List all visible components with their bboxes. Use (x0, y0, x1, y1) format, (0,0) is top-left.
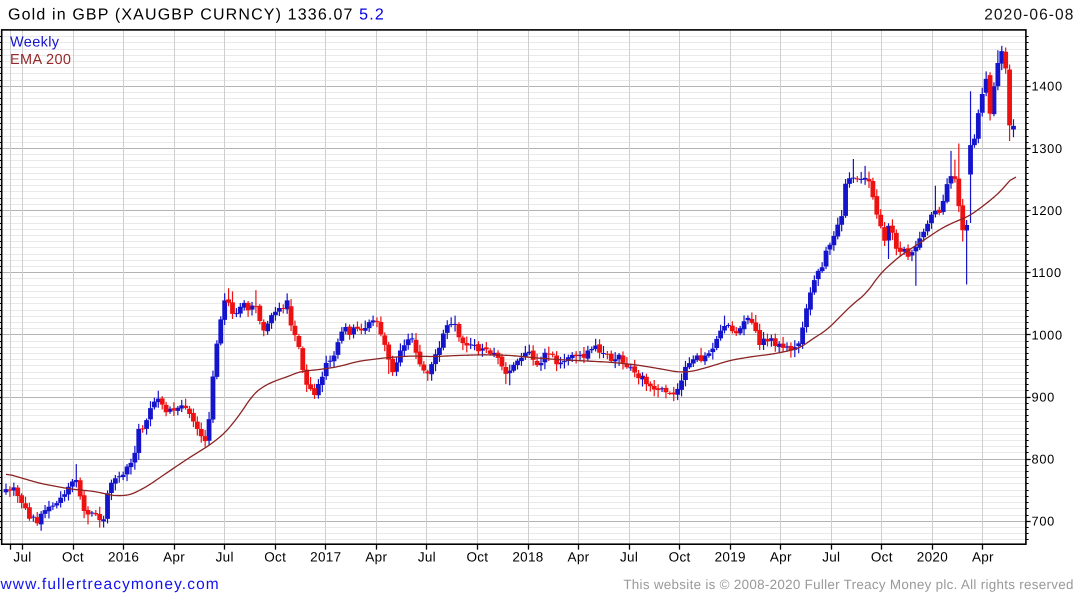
svg-text:Apr: Apr (365, 550, 387, 565)
svg-text:Oct: Oct (264, 550, 286, 565)
svg-text:Jul: Jul (13, 550, 31, 565)
svg-text:Jul: Jul (822, 550, 840, 565)
svg-text:1300: 1300 (1032, 141, 1063, 156)
svg-text:1000: 1000 (1032, 327, 1063, 342)
svg-text:900: 900 (1032, 389, 1055, 404)
svg-text:1100: 1100 (1032, 265, 1062, 280)
svg-text:Weekly: Weekly (10, 35, 60, 51)
svg-text:Gold in GBP (XAUGBP CURNCY) 13: Gold in GBP (XAUGBP CURNCY) 1336.07 5.2 (8, 7, 385, 24)
svg-text:Apr: Apr (568, 550, 590, 565)
svg-text:Oct: Oct (669, 550, 691, 565)
svg-text:700: 700 (1032, 514, 1055, 529)
svg-text:Jul: Jul (418, 550, 436, 565)
svg-text:Jul: Jul (620, 550, 638, 565)
svg-text:800: 800 (1032, 452, 1055, 467)
svg-text:Oct: Oct (871, 550, 893, 565)
svg-text:2020-06-08: 2020-06-08 (984, 7, 1074, 24)
svg-text:Oct: Oct (62, 550, 84, 565)
svg-text:EMA 200: EMA 200 (10, 52, 71, 68)
svg-text:Apr: Apr (163, 550, 185, 565)
svg-text:2016: 2016 (108, 550, 139, 565)
svg-text:2020: 2020 (917, 550, 948, 565)
svg-text:This website is © 2008-2020 Fu: This website is © 2008-2020 Fuller Treac… (623, 577, 1073, 592)
svg-text:1200: 1200 (1032, 203, 1063, 218)
svg-text:2018: 2018 (512, 550, 543, 565)
svg-text:2017: 2017 (310, 550, 341, 565)
svg-text:Apr: Apr (972, 550, 994, 565)
svg-text:www.fullertreacymoney.com: www.fullertreacymoney.com (0, 576, 220, 593)
svg-text:2019: 2019 (715, 550, 746, 565)
svg-text:Oct: Oct (466, 550, 488, 565)
svg-text:1400: 1400 (1032, 79, 1063, 94)
svg-text:Jul: Jul (216, 550, 234, 565)
svg-text:Apr: Apr (770, 550, 792, 565)
